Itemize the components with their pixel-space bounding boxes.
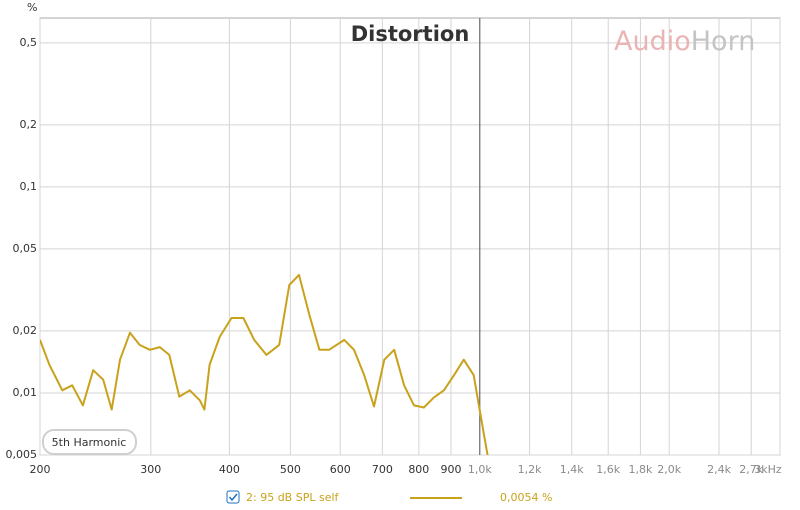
x-tick-label: 700 <box>372 463 393 476</box>
legend: 2: 95 dB SPL self 0,0054 % <box>226 490 552 504</box>
check-mark <box>228 493 238 502</box>
annotation: 5th Harmonic <box>52 436 127 449</box>
x-tick-label: 300 <box>140 463 161 476</box>
x-tick-label: 2,7k <box>739 463 763 476</box>
x-tick-label: 2,0k <box>657 463 681 476</box>
legend-label[interactable]: 2: 95 dB SPL self <box>246 491 340 504</box>
legend-checkbox[interactable] <box>226 490 240 504</box>
x-tick-label: 2,4k <box>707 463 731 476</box>
x-tick-label: 1,6k <box>596 463 620 476</box>
watermark-b: Horn <box>691 26 756 57</box>
x-tick-label: 200 <box>30 463 51 476</box>
x-tick-label: 1,8k <box>628 463 652 476</box>
y-tick-label: 0,05 <box>13 242 38 255</box>
x-tick-label: 600 <box>330 463 351 476</box>
annotation-box <box>42 429 137 455</box>
plot-area <box>39 17 781 456</box>
x-tick-label: 1,2k <box>518 463 542 476</box>
y-tick-label: 0,5 <box>20 36 38 49</box>
x-tick-label: 500 <box>280 463 301 476</box>
y-unit: % <box>27 1 37 14</box>
x-tick-label: 1,4k <box>560 463 584 476</box>
x-tick-label: 400 <box>219 463 240 476</box>
y-tick-label: 0,1 <box>20 180 38 193</box>
x-tick-label: 800 <box>408 463 429 476</box>
data-line <box>40 273 489 455</box>
y-tick-label: 0,005 <box>6 448 38 461</box>
x-tick-label: 3kHz <box>754 463 782 476</box>
x-tick-label: 900 <box>441 463 462 476</box>
x-tick-label: 1,0k <box>468 463 492 476</box>
watermark-a: Audio <box>614 26 691 57</box>
cursor-value: 0,0054 % <box>500 491 552 504</box>
chart-title: Distortion <box>351 22 470 46</box>
watermark: AudioHorn <box>614 26 755 57</box>
y-tick-label: 0,2 <box>20 118 38 131</box>
y-tick-label: 0,01 <box>13 386 38 399</box>
y-tick-label: 0,02 <box>13 324 38 337</box>
